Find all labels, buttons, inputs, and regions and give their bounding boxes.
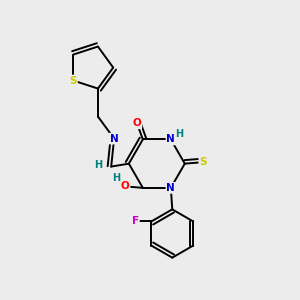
Text: F: F: [132, 216, 139, 226]
Text: H: H: [112, 173, 120, 183]
Text: N: N: [110, 134, 118, 144]
Text: N: N: [167, 134, 175, 144]
Text: N: N: [167, 183, 175, 193]
Text: S: S: [70, 76, 77, 85]
Text: H: H: [175, 129, 183, 139]
Text: H: H: [94, 160, 102, 170]
Text: S: S: [199, 157, 207, 167]
Text: O: O: [133, 118, 141, 128]
Text: O: O: [121, 182, 130, 191]
